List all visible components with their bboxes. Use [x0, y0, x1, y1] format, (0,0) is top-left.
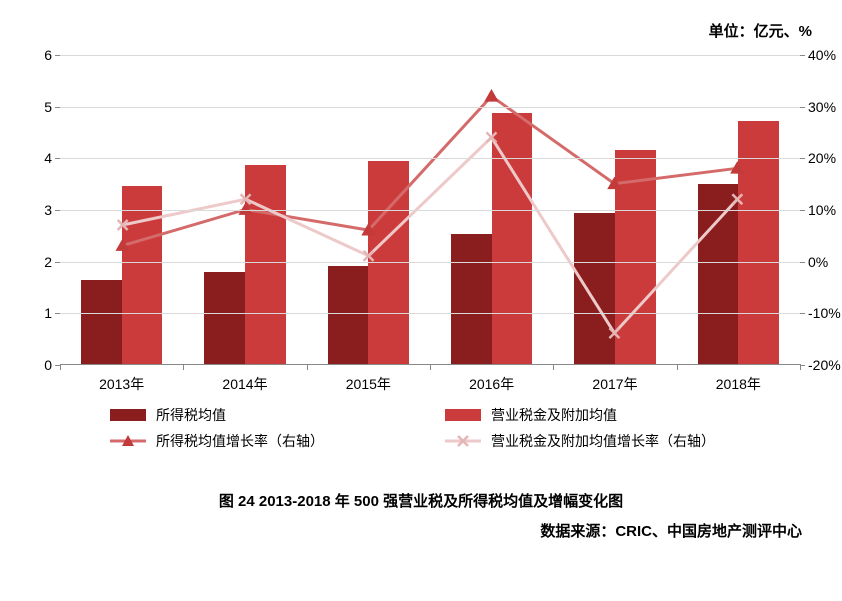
x-tick-label: 2014年: [222, 364, 267, 394]
legend-label: 营业税金及附加均值: [491, 405, 617, 425]
x-tick-label: 2017年: [592, 364, 637, 394]
y1-tick-label: 4: [44, 150, 60, 166]
gridline: [60, 210, 800, 211]
x-tickline: [677, 364, 678, 370]
legend-row: 所得税均值 营业税金及附加均值: [110, 405, 780, 425]
x-tick-label: 2018年: [716, 364, 761, 394]
gridline: [60, 262, 800, 263]
bar-income_tax_mean: [451, 234, 492, 364]
y2-tick-label: 40%: [800, 47, 836, 63]
legend-swatch-bar: [445, 409, 481, 421]
x-tick-label: 2016年: [469, 364, 514, 394]
bar-income_tax_mean: [328, 266, 369, 364]
gridline: [60, 158, 800, 159]
gridline: [60, 107, 800, 108]
plot-area: 0123456-20%-10%0%10%20%30%40%2013年2014年2…: [60, 55, 800, 365]
bar-biz_tax_mean: [245, 165, 286, 364]
legend-swatch-bar: [110, 409, 146, 421]
y2-tick-label: 10%: [800, 202, 836, 218]
bar-income_tax_mean: [698, 184, 739, 364]
legend: 所得税均值 营业税金及附加均值所得税均值增长率（右轴） 营业税金及附加均值增长率（右…: [110, 405, 780, 457]
legend-label: 营业税金及附加均值增长率（右轴）: [491, 431, 715, 451]
legend-swatch-line: [110, 433, 146, 449]
bar-biz_tax_mean: [122, 186, 163, 364]
x-tick-label: 2013年: [99, 364, 144, 394]
x-tickline: [307, 364, 308, 370]
bar-biz_tax_mean: [615, 150, 656, 364]
y2-tick-label: 20%: [800, 150, 836, 166]
legend-item: 所得税均值增长率（右轴）: [110, 431, 445, 451]
bar-income_tax_mean: [574, 213, 615, 364]
y1-tick-label: 2: [44, 254, 60, 270]
chart-source: 数据来源：CRIC、中国房地产测评中心: [540, 520, 802, 541]
legend-label: 所得税均值增长率（右轴）: [156, 431, 324, 451]
gridline: [60, 313, 800, 314]
y2-tick-label: -20%: [800, 357, 841, 373]
bar-biz_tax_mean: [492, 113, 533, 364]
gridline: [60, 55, 800, 56]
legend-item: 所得税均值: [110, 405, 445, 425]
y2-tick-label: 0%: [800, 254, 828, 270]
legend-item: 营业税金及附加均值增长率（右轴）: [445, 431, 780, 451]
y2-tick-label: 30%: [800, 99, 836, 115]
x-tickline: [800, 364, 801, 370]
chart-container: 单位：亿元、% 0123456-20%-10%0%10%20%30%40%201…: [0, 0, 842, 601]
y1-tick-label: 1: [44, 305, 60, 321]
legend-row: 所得税均值增长率（右轴） 营业税金及附加均值增长率（右轴）: [110, 431, 780, 451]
legend-swatch-line: [445, 433, 481, 449]
bar-biz_tax_mean: [368, 161, 409, 364]
y1-tick-label: 0: [44, 357, 60, 373]
y1-tick-label: 6: [44, 47, 60, 63]
x-tickline: [553, 364, 554, 370]
chart-caption: 图 24 2013-2018 年 500 强营业税及所得税均值及增幅变化图: [0, 490, 842, 511]
bar-income_tax_mean: [204, 272, 245, 364]
x-tickline: [183, 364, 184, 370]
y1-tick-label: 5: [44, 99, 60, 115]
legend-label: 所得税均值: [156, 405, 226, 425]
x-tick-label: 2015年: [346, 364, 391, 394]
y1-tick-label: 3: [44, 202, 60, 218]
x-tickline: [60, 364, 61, 370]
y2-tick-label: -10%: [800, 305, 841, 321]
bar-income_tax_mean: [81, 280, 122, 364]
unit-label: 单位：亿元、%: [709, 20, 812, 41]
x-tickline: [430, 364, 431, 370]
legend-item: 营业税金及附加均值: [445, 405, 780, 425]
